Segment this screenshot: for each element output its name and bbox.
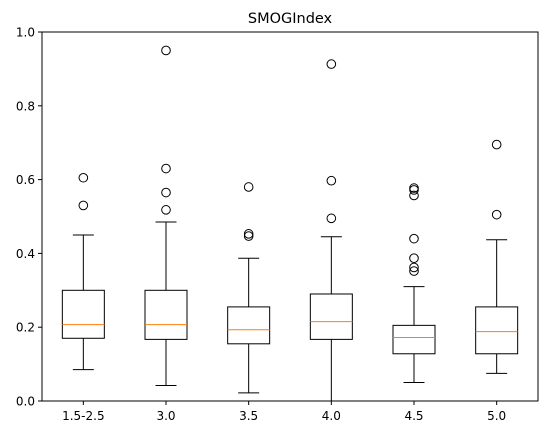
outlier-point bbox=[161, 205, 171, 215]
outlier-point bbox=[409, 262, 419, 273]
box-iqr bbox=[309, 293, 353, 340]
box-iqr bbox=[61, 289, 105, 339]
outlier-point bbox=[243, 231, 254, 241]
y-tick-label: 0.8 bbox=[16, 99, 35, 113]
y-tick-label: 1.0 bbox=[16, 26, 35, 40]
box-iqr bbox=[144, 289, 188, 340]
x-tick-label: 3.5 bbox=[239, 409, 258, 423]
plot-area: 0.0 0.2 0.4 0.6 0.8 1.0 1.5-2.5 3.0 3.5 4.0 4.5 5.0 bbox=[16, 26, 539, 423]
outlier-point bbox=[161, 45, 171, 56]
outlier-point bbox=[78, 172, 89, 183]
outlier-point bbox=[409, 266, 419, 276]
x-tick-label: 4.0 bbox=[322, 409, 341, 423]
box-iqr bbox=[392, 324, 436, 355]
x-tick-label: 3.0 bbox=[156, 409, 175, 423]
outlier-point bbox=[326, 213, 337, 224]
outlier-point bbox=[243, 182, 254, 192]
chart-title: SMOGIndex bbox=[248, 11, 333, 27]
outlier-point bbox=[409, 183, 419, 193]
outlier-point bbox=[409, 253, 419, 263]
x-tick-label: 5.0 bbox=[487, 409, 506, 423]
outlier-point bbox=[161, 187, 171, 198]
x-tick-label: 1.5-2.5 bbox=[62, 409, 105, 423]
y-tick-label: 0.6 bbox=[16, 173, 35, 187]
outlier-point bbox=[161, 163, 171, 174]
outlier-point bbox=[409, 233, 419, 244]
box-iqr bbox=[475, 306, 519, 355]
box-iqr bbox=[227, 306, 271, 345]
y-tick-label: 0.0 bbox=[16, 395, 35, 409]
y-tick-label: 0.4 bbox=[16, 247, 35, 261]
plot-frame bbox=[41, 31, 539, 402]
outlier-point bbox=[326, 175, 337, 186]
y-tick-label: 0.2 bbox=[16, 321, 35, 335]
outlier-point bbox=[326, 59, 337, 69]
outlier-point bbox=[409, 190, 419, 201]
outlier-point bbox=[243, 229, 254, 239]
outlier-point bbox=[409, 185, 419, 195]
x-tick-label: 4.5 bbox=[404, 409, 423, 423]
outlier-point bbox=[491, 209, 502, 220]
outlier-point bbox=[78, 200, 89, 211]
outlier-point bbox=[491, 139, 502, 150]
